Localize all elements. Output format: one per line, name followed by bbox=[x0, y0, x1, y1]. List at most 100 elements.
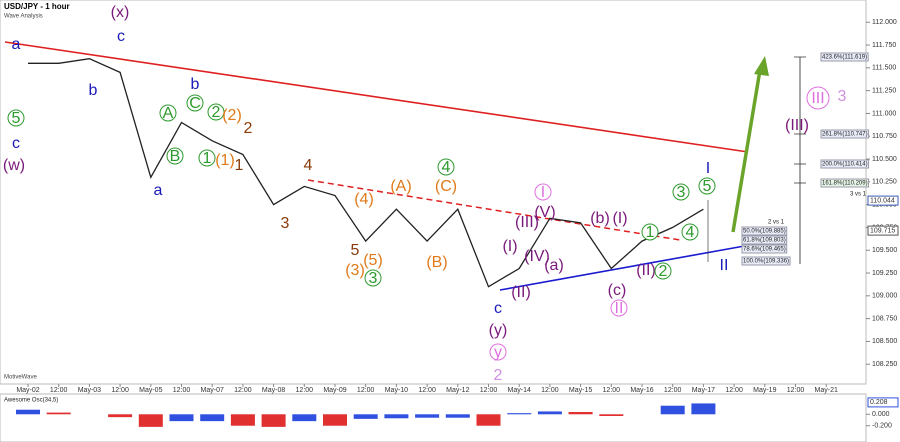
fib-label: 2 vs 1 bbox=[768, 220, 785, 226]
wave-label: (B) bbox=[426, 254, 447, 271]
wave-label: a bbox=[12, 36, 21, 53]
fib-box bbox=[820, 178, 870, 188]
wave-label: 5 bbox=[351, 242, 360, 259]
wave-label: (4) bbox=[354, 191, 374, 208]
osc-bar bbox=[261, 414, 286, 427]
price-panel bbox=[0, 0, 867, 385]
wave-label: (V) bbox=[534, 204, 555, 221]
fib-label: 261.8%(110.747) bbox=[822, 132, 868, 138]
osc-bar bbox=[384, 414, 409, 419]
osc-bar bbox=[691, 403, 716, 415]
x-tick-label: 12:00 bbox=[664, 387, 682, 394]
wave-label: 1 bbox=[203, 150, 212, 167]
y-tick-label: 109.250 bbox=[872, 270, 897, 277]
y-tick-label: 110.500 bbox=[872, 156, 897, 163]
wave-label: (I) bbox=[612, 210, 627, 227]
wave-label: II bbox=[615, 300, 624, 317]
wave-label: II bbox=[720, 257, 729, 274]
price-tag bbox=[867, 195, 899, 206]
wave-circle bbox=[672, 183, 690, 201]
wave-label: b bbox=[191, 76, 200, 93]
wave-label: (II) bbox=[636, 262, 656, 279]
target-arrowhead bbox=[754, 56, 769, 76]
wave-label: 4 bbox=[686, 224, 695, 241]
osc-bar bbox=[138, 414, 163, 427]
fib-label: 100.0%(109.336) bbox=[743, 259, 789, 265]
wave-label: I bbox=[706, 160, 710, 177]
wave-label: C bbox=[189, 95, 201, 112]
wave-label: 3 bbox=[281, 215, 290, 232]
x-tick-label: May-16 bbox=[630, 387, 653, 394]
wave-label: 3 bbox=[838, 88, 847, 105]
fib-box bbox=[741, 244, 788, 254]
x-tick-label: 12:00 bbox=[541, 387, 559, 394]
chart-subtitle: Wave Analysis bbox=[4, 14, 43, 20]
fib-box bbox=[820, 129, 870, 139]
wave-circle bbox=[806, 86, 830, 110]
osc-bar bbox=[660, 405, 685, 415]
wave-label: 2 bbox=[659, 263, 668, 280]
wave-circle bbox=[207, 103, 225, 121]
fib-label: 61.8%(109.803) bbox=[743, 238, 786, 244]
wave-label: (2) bbox=[222, 107, 242, 124]
y-tick-label: 108.500 bbox=[872, 338, 897, 345]
fib-box bbox=[741, 235, 788, 245]
price-tag-label: 109.715 bbox=[870, 227, 895, 234]
wave-label: 5 bbox=[12, 110, 21, 127]
wave-label: 3 bbox=[677, 184, 686, 201]
osc-bar bbox=[415, 414, 440, 418]
osc-bar bbox=[568, 412, 593, 415]
oscillator-title: Awesome Osc(34,5) bbox=[4, 398, 58, 404]
x-tick-label: May-07 bbox=[201, 387, 224, 394]
x-tick-label: 12:00 bbox=[357, 387, 375, 394]
wave-label: (w) bbox=[3, 157, 25, 174]
osc-bar bbox=[323, 414, 347, 426]
wave-label: 4 bbox=[442, 159, 451, 176]
wave-circle bbox=[166, 147, 184, 165]
x-tick-label: 12:00 bbox=[111, 387, 129, 394]
wave-label: 1 bbox=[646, 224, 655, 241]
x-tick-label: 12:00 bbox=[725, 387, 743, 394]
osc-tick-label: 0.000 bbox=[872, 411, 890, 418]
x-tick-label: 12:00 bbox=[50, 387, 68, 394]
osc-bar bbox=[169, 414, 194, 422]
wave-label: 2 bbox=[244, 120, 253, 137]
wave-label: (b) bbox=[590, 210, 610, 227]
wave-circle bbox=[198, 149, 216, 167]
fib-label: 3 vs 1 bbox=[850, 192, 867, 198]
wave-label: A bbox=[163, 105, 174, 122]
wave-label: y bbox=[494, 344, 502, 361]
wave-label: (III) bbox=[515, 214, 539, 231]
x-tick-label: 12:00 bbox=[418, 387, 436, 394]
wave-circle bbox=[364, 269, 382, 287]
y-tick-label: 111.500 bbox=[872, 65, 896, 72]
wave-label: 2 bbox=[494, 367, 503, 384]
y-tick-label: 108.250 bbox=[872, 361, 897, 368]
fib-label: 423.6%(111.619) bbox=[822, 55, 867, 61]
x-tick-label: May-05 bbox=[139, 387, 162, 394]
x-tick-label: 12:00 bbox=[480, 387, 498, 394]
fib-label: 78.6%(109.465) bbox=[743, 247, 786, 253]
wave-label: b bbox=[89, 82, 98, 99]
osc-bar bbox=[599, 414, 624, 416]
osc-bar bbox=[537, 411, 562, 415]
x-tick-label: May-03 bbox=[78, 387, 101, 394]
wave-label: (a) bbox=[544, 257, 564, 274]
x-tick-label: 12:00 bbox=[296, 387, 314, 394]
y-tick-label: 111.250 bbox=[872, 87, 896, 94]
wave-label: 1 bbox=[235, 157, 244, 174]
x-tick-label: 12:00 bbox=[603, 387, 621, 394]
dashed-line bbox=[307, 179, 681, 241]
wave-label: (5) bbox=[363, 252, 383, 269]
wave-circle bbox=[186, 94, 204, 112]
fib-label: 200.0%(110.414) bbox=[822, 162, 868, 168]
wave-circle bbox=[610, 299, 628, 317]
y-tick-label: 112.000 bbox=[872, 19, 897, 26]
wave-circle bbox=[698, 177, 716, 195]
wave-label: c bbox=[12, 135, 20, 152]
osc-tag bbox=[867, 397, 899, 408]
fib-box bbox=[820, 52, 869, 62]
target-arrow bbox=[731, 69, 762, 233]
x-tick-label: May-15 bbox=[569, 387, 592, 394]
wave-label: a bbox=[154, 182, 163, 199]
